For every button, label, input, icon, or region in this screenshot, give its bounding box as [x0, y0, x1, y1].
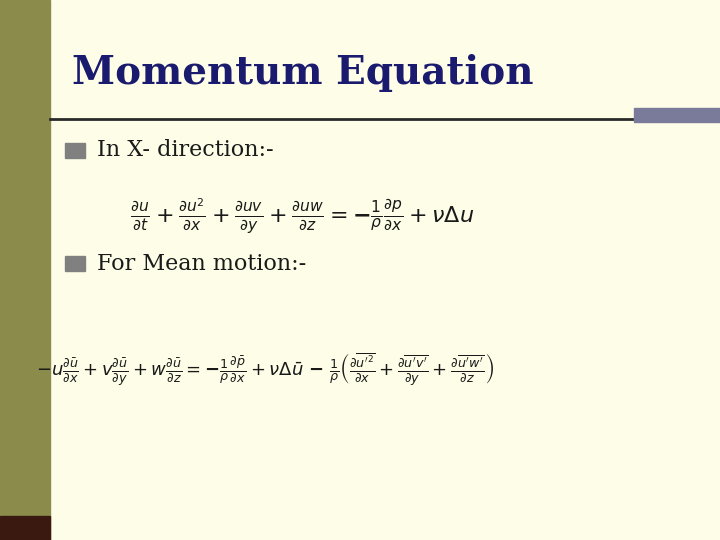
- Bar: [0, 516, 50, 540]
- Text: For Mean motion:-: For Mean motion:-: [97, 253, 307, 274]
- Bar: [634, 108, 720, 122]
- Text: $-u\frac{\partial \bar{u}}{\partial x} + v\frac{\partial \bar{u}}{\partial y} + : $-u\frac{\partial \bar{u}}{\partial x} +…: [36, 352, 494, 388]
- Bar: [65, 143, 85, 158]
- Bar: [0, 0, 50, 540]
- Text: In X- direction:-: In X- direction:-: [97, 139, 274, 161]
- Text: $\frac{\partial u}{\partial t} + \frac{\partial u^2}{\partial x} + \frac{\partia: $\frac{\partial u}{\partial t} + \frac{\…: [130, 197, 474, 235]
- Text: Momentum Equation: Momentum Equation: [72, 54, 534, 92]
- Bar: [65, 256, 85, 271]
